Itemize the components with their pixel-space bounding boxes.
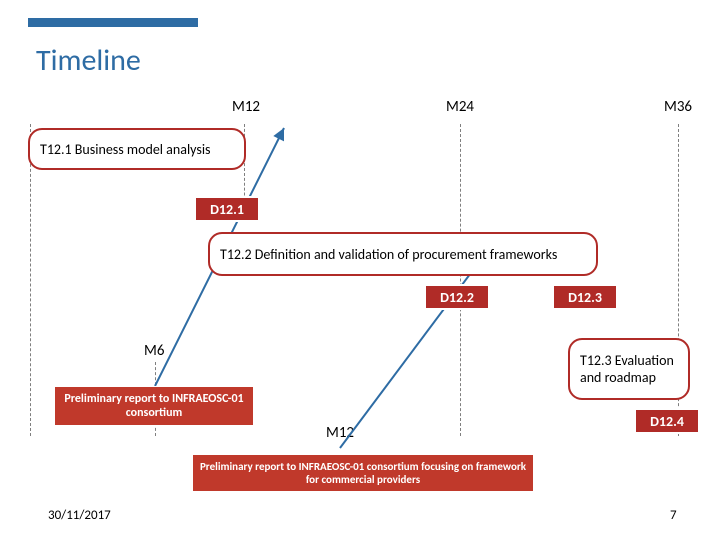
task-t122: T12.2 Definition and validation of procu… xyxy=(208,232,598,276)
preliminary-report-1: Preliminary report to INFRAEOSC-01 conso… xyxy=(54,386,254,426)
footer-date: 30/11/2017 xyxy=(48,508,111,523)
deliverable-d121: D12.1 xyxy=(194,196,260,222)
deliverable-d122: D12.2 xyxy=(424,284,490,310)
task-t122-label: T12.2 Definition and validation of procu… xyxy=(220,246,557,263)
footer-page: 7 xyxy=(670,508,677,523)
task-t121-label: T12.1 Business model analysis xyxy=(40,141,211,158)
slide: Timeline M12 M24 M36 M6 M12 T12.1 Busine… xyxy=(0,0,720,540)
task-t121: T12.1 Business model analysis xyxy=(28,128,246,170)
deliverable-d123: D12.3 xyxy=(552,284,618,310)
deliverable-d124: D12.4 xyxy=(634,408,700,434)
preliminary-report-2: Preliminary report to INFRAEOSC-01 conso… xyxy=(192,454,534,492)
task-t123: T12.3 Evaluation and roadmap xyxy=(568,338,690,400)
task-t123-label: T12.3 Evaluation and roadmap xyxy=(580,352,678,386)
